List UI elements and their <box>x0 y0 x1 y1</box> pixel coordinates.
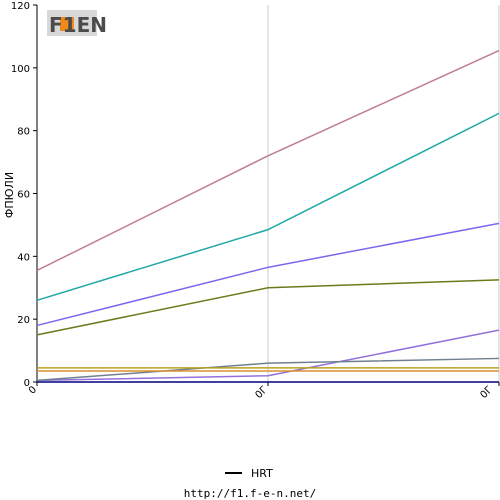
x-tick-label: 0Г <box>254 384 271 401</box>
logo: F1EN <box>47 10 107 37</box>
y-tick-label: 20 <box>17 315 30 326</box>
y-tick-label: 120 <box>11 1 30 12</box>
logo-text: F1EN <box>49 13 107 37</box>
series-line <box>36 49 500 272</box>
y-tick-label: 0 <box>24 378 30 389</box>
x-ticks: 0 0Г 0Г <box>27 382 500 401</box>
series-line <box>36 329 500 382</box>
series-line <box>36 357 500 382</box>
y-tick-label: 40 <box>17 252 30 263</box>
y-tick-label: 80 <box>17 127 30 138</box>
y-tick-label: 60 <box>17 190 30 201</box>
logo-accent <box>60 17 74 31</box>
axes <box>36 5 500 383</box>
series-line <box>36 279 500 336</box>
y-axis-label: ФПЮЛИ <box>3 172 16 218</box>
legend: HRT <box>225 467 273 480</box>
x-tick-label: 0 <box>27 384 39 396</box>
footer-url: http://f1.f-e-n.net/ <box>184 487 316 500</box>
y-ticks: 0 20 40 60 80 100 120 <box>11 1 37 389</box>
series-group <box>36 49 500 383</box>
x-tick-label: 0Г <box>479 384 496 401</box>
legend-label: HRT <box>251 467 273 480</box>
series-line <box>36 112 500 302</box>
series-line <box>36 222 500 327</box>
y-tick-label: 100 <box>11 64 30 75</box>
